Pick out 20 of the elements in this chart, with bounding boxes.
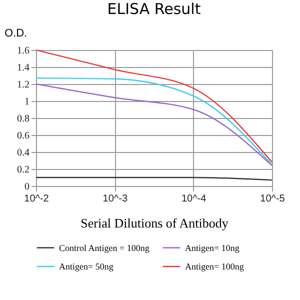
y-tick-label: 0 [24, 182, 30, 192]
x-tick-label: 10^-3 [102, 194, 128, 204]
y-tick-label: 0.2 [17, 164, 30, 176]
legend-label: Antigen= 50ng [59, 262, 114, 272]
x-tick-label: 10^-2 [24, 194, 50, 204]
legend-label: Antigen= 10ng [185, 242, 240, 253]
y-tick-label: 1 [24, 96, 30, 108]
y-tick-label: 0.4 [17, 148, 30, 158]
y-tick-label: 1.4 [17, 62, 30, 74]
y-tick-label: 1.6 [17, 46, 30, 56]
x-axis-title: Serial Dilutions of Antibody [80, 216, 229, 230]
y-tick-label: 1.2 [17, 80, 30, 90]
y-tick-label: 0.6 [17, 130, 30, 142]
chart-title: ELISA Result [107, 0, 201, 18]
y-tick-label: 0.8 [17, 114, 30, 124]
x-tick-label: 10^-4 [181, 194, 207, 204]
y-axis-title: O.D. [4, 28, 28, 40]
x-tick-label: 10^-5 [260, 194, 286, 204]
legend-label: Control Antigen = 100ng [59, 242, 150, 253]
legend-label: Antigen= 100ng [185, 262, 244, 272]
